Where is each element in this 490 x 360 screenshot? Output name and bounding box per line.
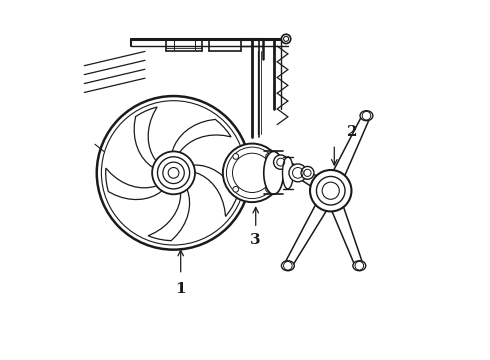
Circle shape <box>233 186 239 192</box>
Circle shape <box>281 34 291 44</box>
Text: 2: 2 <box>347 125 357 139</box>
Circle shape <box>310 170 351 211</box>
Polygon shape <box>148 188 190 241</box>
Circle shape <box>266 186 271 192</box>
Ellipse shape <box>353 261 366 271</box>
Circle shape <box>168 167 179 178</box>
Circle shape <box>163 162 184 184</box>
Circle shape <box>289 164 307 182</box>
Circle shape <box>223 144 281 202</box>
Ellipse shape <box>264 152 283 194</box>
Circle shape <box>273 155 288 169</box>
Polygon shape <box>106 168 164 199</box>
Circle shape <box>157 157 190 189</box>
Polygon shape <box>279 159 334 197</box>
Ellipse shape <box>283 157 293 189</box>
Polygon shape <box>324 188 363 267</box>
Circle shape <box>284 36 289 41</box>
Polygon shape <box>172 120 231 154</box>
Circle shape <box>317 176 345 205</box>
Text: 3: 3 <box>250 233 261 247</box>
Polygon shape <box>284 187 337 268</box>
Circle shape <box>152 152 195 194</box>
Polygon shape <box>324 114 370 194</box>
Polygon shape <box>192 165 237 216</box>
Ellipse shape <box>360 111 373 121</box>
Text: 1: 1 <box>175 282 186 296</box>
Polygon shape <box>134 107 157 168</box>
Ellipse shape <box>281 261 294 271</box>
Circle shape <box>301 166 314 179</box>
Circle shape <box>97 96 250 249</box>
Circle shape <box>266 154 271 159</box>
Circle shape <box>233 154 239 159</box>
